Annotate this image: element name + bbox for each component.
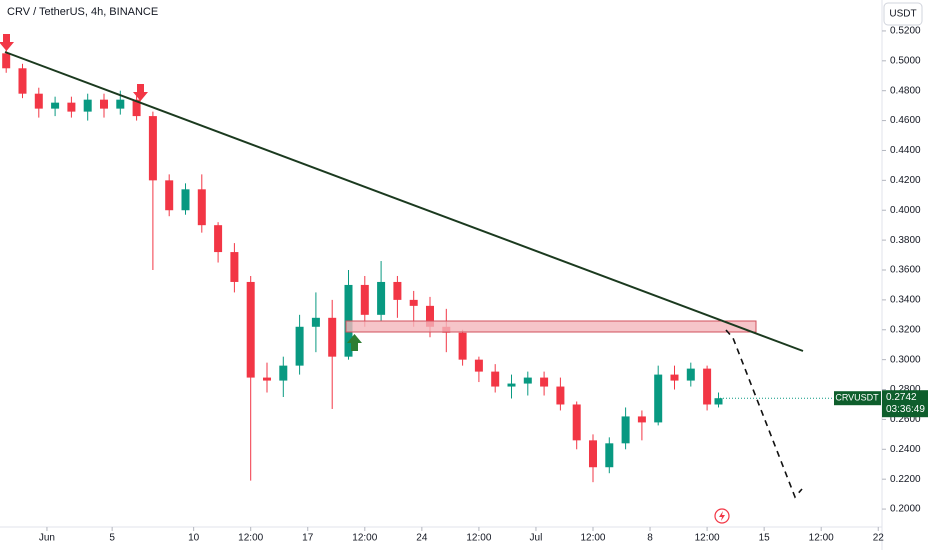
candle-body — [197, 189, 206, 226]
candle-body — [279, 365, 288, 381]
candle-body — [132, 99, 141, 117]
trend-line — [4, 51, 804, 352]
flash-icon — [714, 508, 730, 524]
candle-body — [474, 359, 483, 372]
x-tick-label: 5 — [109, 533, 115, 544]
x-tick-label: 12:00 — [695, 533, 720, 544]
price-box — [882, 390, 928, 418]
y-tick-label: 0.2000 — [890, 504, 921, 515]
candle-body — [214, 225, 223, 253]
x-tick-label: 12:00 — [238, 533, 263, 544]
x-tick-label: 12:00 — [466, 533, 491, 544]
candle-body — [295, 326, 304, 366]
candle-body — [621, 416, 630, 444]
y-tick-label: 0.4400 — [890, 145, 921, 156]
x-tick-label: 8 — [647, 533, 653, 544]
resistance-zone — [345, 320, 757, 333]
x-tick-label: 17 — [302, 533, 314, 544]
candle-body — [556, 386, 565, 405]
candle-body — [393, 281, 402, 300]
candle-body — [34, 93, 43, 109]
x-tick-label: 10 — [188, 533, 200, 544]
x-tick-label: 22 — [873, 533, 885, 544]
x-tick-label: 12:00 — [580, 533, 605, 544]
candles — [2, 42, 723, 483]
y-tick-label: 0.3800 — [890, 235, 921, 246]
candle-body — [605, 443, 614, 468]
candle-body — [377, 281, 386, 315]
chart-title: CRV / TetherUS, 4h, BINANCE — [7, 6, 158, 18]
x-tick-label: 12:00 — [809, 533, 834, 544]
y-tick-label: 0.4600 — [890, 115, 921, 126]
up-arrow — [347, 334, 362, 351]
y-tick-label: 0.5000 — [890, 55, 921, 66]
x-tick-label: 12:00 — [352, 533, 377, 544]
candle-body — [714, 398, 723, 405]
candle-body — [491, 371, 500, 387]
candle-body — [703, 368, 712, 405]
x-tick-label: Jun — [39, 533, 55, 544]
candle-body — [2, 53, 11, 69]
y-tick-label: 0.3200 — [890, 324, 921, 335]
candle-body — [523, 377, 532, 384]
button-frame[interactable] — [883, 2, 923, 26]
button-label[interactable]: USDT — [889, 9, 916, 20]
candle-body — [67, 102, 76, 112]
x-tick-label: 24 — [416, 533, 428, 544]
projection-path — [725, 329, 803, 499]
candle-body — [246, 281, 255, 378]
y-tick-label: 0.2200 — [890, 474, 921, 485]
down-arrow — [0, 34, 14, 51]
y-tick-label: 0.3400 — [890, 295, 921, 306]
candle-body — [409, 299, 418, 306]
candle-body — [360, 284, 369, 315]
candle-body — [425, 305, 434, 327]
symbol-label: CRVUSDT — [835, 393, 879, 403]
candle-body — [230, 252, 239, 282]
candle-body — [262, 377, 271, 381]
candle-body — [588, 440, 597, 468]
candle-body — [116, 99, 125, 109]
candle-body — [458, 332, 467, 360]
currency-button[interactable]: USDT — [883, 2, 923, 26]
candle-body — [18, 68, 27, 94]
candle-body — [148, 116, 157, 181]
candle-body — [51, 102, 60, 109]
x-tick-label: Jul — [530, 533, 543, 544]
candle-body — [654, 374, 663, 423]
candle-body — [507, 383, 516, 387]
y-tick-label: 0.4800 — [890, 85, 921, 96]
y-tick-label: 0.3000 — [890, 354, 921, 365]
price-value: 0.2742 — [886, 392, 917, 403]
candle-body — [99, 99, 108, 109]
candle-body — [670, 374, 679, 381]
countdown: 03:36:49 — [886, 404, 925, 415]
candle-body — [686, 368, 695, 381]
y-tick-label: 0.4000 — [890, 205, 921, 216]
y-tick-label: 0.2600 — [890, 414, 921, 425]
y-tick-label: 0.3600 — [890, 265, 921, 276]
candle-body — [328, 317, 337, 357]
candle-body — [637, 416, 646, 423]
candle-body — [181, 189, 190, 211]
y-tick-label: 0.2400 — [890, 444, 921, 455]
down-arrow — [133, 84, 148, 101]
x-tick-label: 15 — [759, 533, 771, 544]
y-tick-label: 0.4200 — [890, 175, 921, 186]
y-tick-label: 0.5200 — [890, 26, 921, 37]
y-tick-label: 0.2800 — [890, 384, 921, 395]
candle-body — [540, 377, 549, 387]
axes: 0.2000 0.2200 0.2400 0.2600 0.2800 0.3000 0.32… — [39, 26, 921, 544]
candle-body — [83, 99, 92, 112]
symbol-box — [834, 391, 881, 406]
candle-body — [165, 180, 174, 211]
candle-body — [572, 404, 581, 441]
candle-body — [311, 317, 320, 327]
